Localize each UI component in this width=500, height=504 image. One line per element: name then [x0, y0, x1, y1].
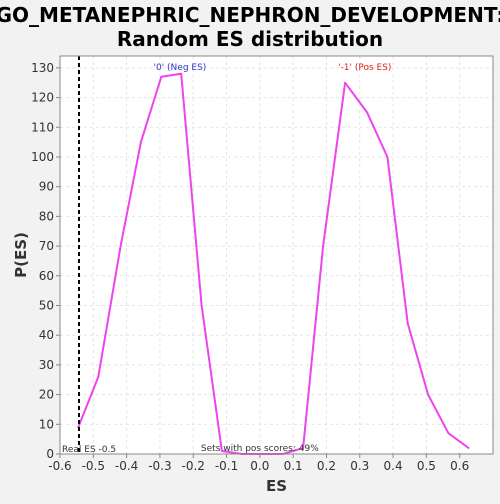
y-tick-label: 120	[31, 91, 54, 105]
data-point	[322, 245, 325, 247]
x-tick-label: 0.3	[350, 459, 369, 473]
x-tick-label: 0.2	[317, 459, 336, 473]
data-point	[160, 75, 163, 78]
x-tick-label: 0.1	[284, 459, 303, 473]
plot-border	[59, 55, 494, 455]
data-point	[427, 393, 429, 396]
y-tick-label: 30	[39, 358, 54, 372]
data-point	[140, 141, 142, 144]
data-point	[386, 156, 389, 158]
x-tick-label: -0.4	[115, 459, 138, 473]
y-tick-label: 0	[46, 447, 54, 461]
data-point	[97, 375, 100, 378]
data-point	[447, 432, 450, 435]
data-point	[119, 245, 122, 247]
x-tick-label: 0.0	[250, 459, 269, 473]
y-tick-label: 10	[39, 417, 54, 431]
y-axis-label: P(ES)	[12, 232, 30, 278]
data-point	[344, 81, 347, 84]
chart-title-line1: GO_METANEPHRIC_NEPHRON_DEVELOPMENT:	[0, 3, 500, 27]
chart-title-line2: Random ES distribution	[117, 27, 383, 51]
real-es-text: Real ES -0.5	[62, 445, 116, 455]
y-tick-label: 50	[39, 298, 54, 312]
x-tick-label: 0.4	[384, 459, 403, 473]
axis-ticks: -0.6 -0.5 -0.4 -0.3 -0.2 -0.1 0.0 0.1 0.2 0.3 0.4 0…	[31, 61, 469, 473]
x-tick-label: -0.3	[148, 459, 171, 473]
x-tick-label: -0.6	[48, 459, 71, 473]
y-tick-label: 130	[31, 61, 54, 75]
y-tick-label: 90	[39, 180, 54, 194]
data-point	[302, 447, 305, 449]
y-tick-label: 110	[31, 120, 54, 134]
pos-es-label: '-1' (Pos ES)	[338, 63, 391, 73]
data-point	[406, 322, 409, 325]
y-tick-label: 100	[31, 150, 54, 164]
y-tick-label: 60	[39, 269, 54, 283]
y-tick-label: 20	[39, 388, 54, 402]
data-point	[467, 447, 470, 449]
x-tick-label: -0.2	[182, 459, 205, 473]
x-tick-label: 0.6	[450, 459, 469, 473]
data-point	[366, 111, 368, 114]
sets-pos-scores-text: Sets with pos scores: 49%	[201, 444, 319, 454]
plot-area	[60, 56, 493, 454]
data-point	[180, 72, 183, 75]
y-tick-label: 40	[39, 328, 54, 342]
x-axis-label: ES	[266, 477, 287, 495]
data-point	[200, 304, 203, 307]
neg-es-label: '0' (Neg ES)	[154, 63, 207, 73]
grid-lines	[59, 56, 493, 455]
y-tick-label: 70	[39, 239, 54, 253]
data-point	[220, 450, 223, 452]
y-tick-label: 80	[39, 209, 54, 223]
x-tick-label: -0.1	[215, 459, 238, 473]
x-tick-label: -0.5	[82, 459, 105, 473]
x-tick-label: 0.5	[417, 459, 436, 473]
